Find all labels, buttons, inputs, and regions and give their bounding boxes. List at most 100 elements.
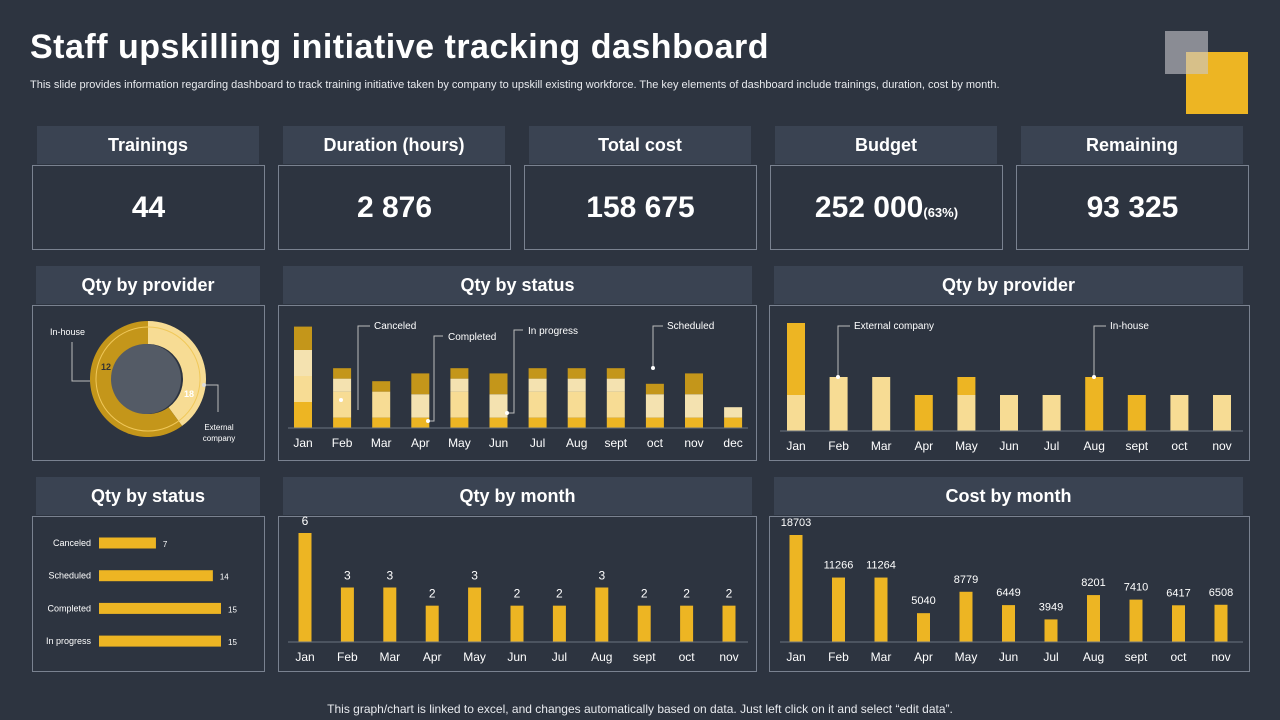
status-stacked-bar xyxy=(567,368,586,379)
status-stacked-bar xyxy=(411,417,430,428)
kpi-trainings-value: 44 xyxy=(32,165,265,250)
kpi-trainings-label: Trainings xyxy=(37,126,259,164)
x-tick-label: May xyxy=(463,650,486,664)
data-label: 11266 xyxy=(824,560,854,572)
data-label: 8779 xyxy=(954,574,978,586)
kpi-value: 93 325 xyxy=(1086,190,1179,224)
x-tick-label: oct xyxy=(1171,439,1188,453)
x-tick-label: nov xyxy=(1212,439,1231,453)
data-label: 2 xyxy=(556,587,563,601)
x-tick-label: nov xyxy=(1211,650,1230,664)
kpi-value: 158 675 xyxy=(586,190,695,224)
x-tick-label: Jul xyxy=(552,650,567,664)
status-stacked-bar xyxy=(372,391,391,418)
donut-callout-dot xyxy=(202,383,206,387)
x-tick-label: Aug xyxy=(1084,439,1105,453)
x-tick-label: oct xyxy=(679,650,696,664)
donut-slice xyxy=(148,321,206,426)
donut-callout-label: External xyxy=(204,423,234,432)
data-label: 6449 xyxy=(996,587,1020,599)
panel-title-status-stacked: Qty by status xyxy=(283,266,752,304)
status-stacked-bar xyxy=(606,368,625,379)
status-callout-line xyxy=(428,335,443,422)
provider-stacked-bar xyxy=(1213,395,1231,431)
provider-callout-dot xyxy=(836,375,840,379)
data-label: 3 xyxy=(344,569,351,583)
kpi-duration-label: Duration (hours) xyxy=(283,126,505,164)
provider-stacked-bar xyxy=(914,395,933,431)
data-label: 3 xyxy=(598,569,605,583)
data-label: 6417 xyxy=(1166,587,1190,599)
status-stacked-bar xyxy=(567,417,586,428)
y-tick-label: In progress xyxy=(46,636,92,646)
x-tick-label: sept xyxy=(1125,650,1148,664)
status-stacked-bar xyxy=(489,394,508,418)
status-stacked-bar xyxy=(411,394,430,418)
donut-callout-line xyxy=(204,384,219,412)
panel-title-status-hbar: Qty by status xyxy=(36,477,260,515)
status-hbar xyxy=(99,537,156,549)
kpi-budget-label: Budget xyxy=(775,126,997,164)
status-callout-dot xyxy=(505,411,509,415)
status-stacked-bar xyxy=(528,378,547,392)
data-label: 6508 xyxy=(1209,587,1233,599)
status-stacked-bar xyxy=(294,350,312,376)
cost-month-bar xyxy=(917,613,930,642)
donut-inner-ring xyxy=(95,326,201,432)
data-label: 3949 xyxy=(1039,601,1063,613)
x-tick-label: oct xyxy=(1170,650,1187,664)
y-tick-label: Scheduled xyxy=(48,571,91,581)
footer-note: This graph/chart is linked to excel, and… xyxy=(327,702,953,716)
status-stacked-bar xyxy=(606,378,625,392)
qty-month-bar xyxy=(680,605,694,642)
donut-callout-line xyxy=(71,342,90,382)
provider-stacked-bar xyxy=(872,377,891,431)
kpi-remaining-label: Remaining xyxy=(1021,126,1243,164)
kpi-value: 252 000 xyxy=(814,190,924,224)
status-stacked-bar xyxy=(489,417,508,428)
status-stacked-bar xyxy=(606,417,625,428)
kpi-remaining-value: 93 325 xyxy=(1016,165,1249,250)
donut-callout-label: company xyxy=(203,434,235,443)
panel-provider-bars xyxy=(769,305,1250,461)
panel-title-cost-month: Cost by month xyxy=(774,477,1243,515)
provider-stacked-bar xyxy=(787,323,805,395)
data-label: 15 xyxy=(228,638,237,647)
panel-title-qty-month: Qty by month xyxy=(283,477,752,515)
x-tick-label: Jun xyxy=(999,650,1018,664)
provider-stacked-bar xyxy=(1127,395,1146,431)
data-label: 2 xyxy=(429,587,436,601)
provider-callout-dot xyxy=(1092,375,1096,379)
x-tick-label: Jul xyxy=(1044,439,1059,453)
data-label: 3 xyxy=(386,569,393,583)
status-stacked-bar xyxy=(333,378,352,392)
provider-callout-line xyxy=(1093,325,1106,377)
provider-stacked-bar xyxy=(1042,395,1061,431)
panel-title-provider-donut: Qty by provider xyxy=(36,266,260,304)
status-stacked-bar xyxy=(685,373,703,395)
y-tick-label: Completed xyxy=(47,603,91,613)
status-callout-line xyxy=(507,329,523,414)
x-tick-label: Feb xyxy=(332,436,353,450)
data-label: 2 xyxy=(514,587,521,601)
provider-stacked-bar xyxy=(1085,377,1104,431)
kpi-budget-percent: (63%) xyxy=(923,205,959,220)
x-tick-label: Apr xyxy=(423,650,442,664)
status-stacked-bar xyxy=(724,407,743,418)
cost-month-bar xyxy=(1214,604,1228,642)
qty-month-bar xyxy=(425,605,439,642)
qty-month-bar xyxy=(340,587,354,642)
qty-month-bar xyxy=(298,533,312,642)
kpi-duration-value: 2 876 xyxy=(278,165,511,250)
x-tick-label: Jun xyxy=(507,650,526,664)
qty-month-bar xyxy=(595,587,609,642)
x-tick-label: Apr xyxy=(914,439,933,453)
x-tick-label: sept xyxy=(604,436,627,450)
provider-callout-line xyxy=(837,325,850,377)
status-stacked-bar xyxy=(606,391,625,418)
x-tick-label: Jun xyxy=(999,439,1018,453)
page-title: Staff upskilling initiative tracking das… xyxy=(30,28,770,66)
cost-month-bar xyxy=(1044,619,1058,642)
x-tick-label: Jul xyxy=(1043,650,1058,664)
